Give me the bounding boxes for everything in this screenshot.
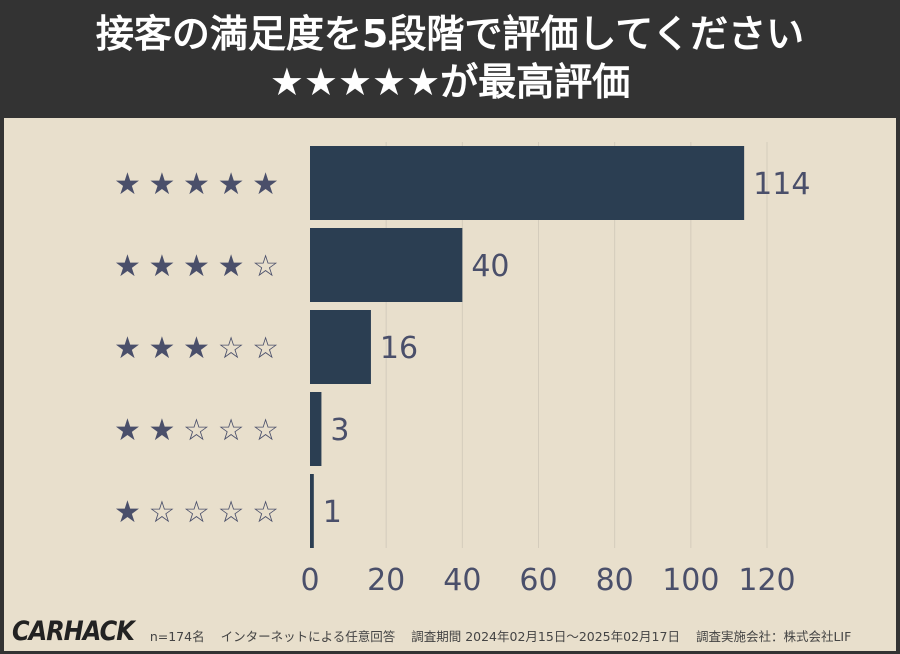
category-label: ★★★★☆ bbox=[114, 249, 279, 284]
x-tick-label: 60 bbox=[519, 563, 557, 598]
x-tick-label: 100 bbox=[662, 563, 719, 598]
carhack-logo: CARHACK bbox=[12, 615, 135, 647]
bar-chart: 0 20 40 60 80 100 120 114 ★★★★★ 40 ★★★★☆ 16 ★★★☆☆ 3 ★★… bbox=[114, 142, 810, 598]
bar bbox=[310, 228, 463, 302]
category-label: ★★★☆☆ bbox=[114, 331, 279, 366]
footer: CARHACK n=174名 インターネットによる任意回答 調査期間 2024年… bbox=[12, 615, 852, 647]
title-line-2: ★★★★★が最高評価 bbox=[269, 60, 631, 104]
category-label: ★★☆☆☆ bbox=[114, 413, 279, 448]
category-label: ★☆☆☆☆ bbox=[114, 495, 279, 530]
value-label: 114 bbox=[753, 167, 810, 202]
x-tick-label: 40 bbox=[443, 563, 481, 598]
value-label: 16 bbox=[380, 331, 418, 366]
bar bbox=[310, 310, 371, 384]
value-label: 40 bbox=[471, 249, 509, 284]
survey-period: 調査期間 2024年02月15日〜2025年02月17日 bbox=[411, 629, 680, 644]
survey-company: 調査実施会社：株式会社LIF bbox=[695, 629, 852, 644]
sample-size: n=174名 bbox=[149, 629, 205, 644]
bar bbox=[310, 146, 745, 220]
bar bbox=[310, 474, 314, 548]
chart-panel: 0 20 40 60 80 100 120 114 ★★★★★ 40 ★★★★☆ 16 ★★★☆☆ 3 ★★… bbox=[4, 118, 896, 651]
category-label: ★★★★★ bbox=[114, 167, 279, 202]
value-label: 1 bbox=[323, 495, 342, 530]
x-tick-label: 80 bbox=[596, 563, 634, 598]
title-line-1: 接客の満足度を5段階で評価してください bbox=[95, 12, 805, 56]
x-tick-label: 120 bbox=[738, 563, 795, 598]
x-tick-label: 0 bbox=[300, 563, 319, 598]
value-label: 3 bbox=[330, 413, 349, 448]
x-tick-label: 20 bbox=[367, 563, 405, 598]
survey-method: インターネットによる任意回答 bbox=[220, 629, 396, 644]
chart-title: 接客の満足度を5段階で評価してください ★★★★★が最高評価 bbox=[0, 0, 900, 118]
bar bbox=[310, 392, 322, 466]
